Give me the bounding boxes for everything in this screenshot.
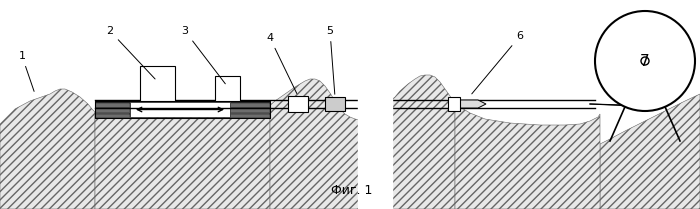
- Text: 4: 4: [267, 33, 297, 93]
- Polygon shape: [458, 100, 486, 108]
- Text: 6: 6: [472, 31, 524, 94]
- Polygon shape: [325, 97, 345, 111]
- Polygon shape: [140, 66, 175, 101]
- Circle shape: [595, 11, 695, 111]
- Polygon shape: [448, 97, 460, 111]
- Polygon shape: [215, 76, 240, 101]
- Text: 1: 1: [18, 51, 34, 91]
- Polygon shape: [0, 89, 95, 209]
- Polygon shape: [130, 102, 230, 117]
- Text: Фиг. 1: Фиг. 1: [331, 184, 372, 197]
- Text: 3: 3: [181, 26, 225, 84]
- Polygon shape: [455, 104, 600, 209]
- Polygon shape: [390, 75, 455, 209]
- Text: 2: 2: [106, 26, 155, 79]
- Polygon shape: [600, 94, 700, 209]
- Text: 5: 5: [326, 26, 335, 94]
- Polygon shape: [95, 101, 130, 118]
- Polygon shape: [270, 79, 360, 209]
- Text: 7: 7: [640, 54, 650, 69]
- Polygon shape: [95, 105, 270, 209]
- Polygon shape: [230, 101, 270, 118]
- Polygon shape: [288, 96, 308, 112]
- Circle shape: [641, 57, 649, 65]
